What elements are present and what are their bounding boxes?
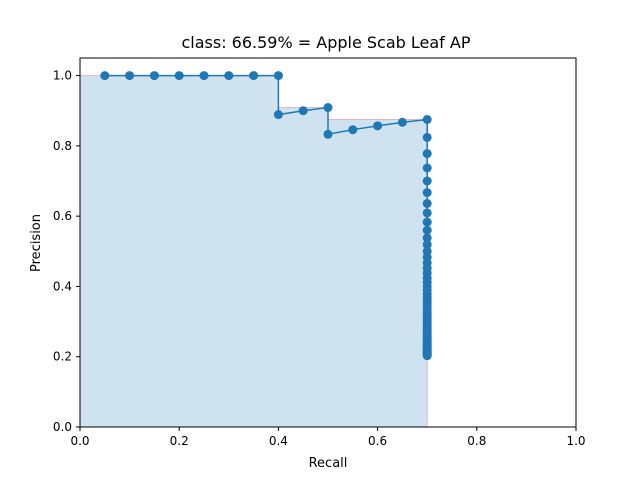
y-axis-ticks: 0.0 0.2 0.4 0.6 0.8 1.0 bbox=[53, 69, 80, 434]
data-point bbox=[397, 117, 407, 127]
x-tick-label: 0.2 bbox=[170, 434, 189, 448]
x-tick-label: 0.6 bbox=[368, 434, 387, 448]
data-point bbox=[100, 71, 110, 81]
data-point bbox=[323, 103, 333, 113]
y-tick-label: 0.2 bbox=[53, 350, 72, 364]
data-point bbox=[422, 225, 432, 235]
data-point bbox=[323, 129, 333, 139]
y-axis-label: Precision bbox=[29, 214, 44, 272]
y-tick-label: 0.6 bbox=[53, 209, 72, 223]
data-point bbox=[348, 125, 358, 135]
data-point bbox=[199, 71, 209, 81]
data-point bbox=[422, 132, 432, 142]
data-point bbox=[422, 233, 432, 243]
data-point bbox=[422, 240, 432, 250]
data-point bbox=[422, 115, 432, 124]
x-tick-label: 0.0 bbox=[70, 434, 89, 448]
data-point bbox=[422, 176, 432, 186]
data-point bbox=[249, 71, 259, 81]
x-tick-label: 1.0 bbox=[566, 434, 585, 448]
data-point bbox=[422, 217, 432, 227]
y-tick-label: 0.0 bbox=[53, 420, 72, 434]
data-point bbox=[422, 149, 432, 159]
data-point bbox=[174, 71, 184, 81]
ap-area-fill bbox=[80, 75, 428, 428]
x-tick-label: 0.8 bbox=[467, 434, 486, 448]
chart-title: class: 66.59% = Apple Scab Leaf AP bbox=[181, 33, 470, 52]
x-axis-label: Recall bbox=[309, 456, 348, 471]
data-point bbox=[422, 351, 432, 361]
data-point bbox=[273, 110, 283, 120]
y-tick-label: 1.0 bbox=[53, 69, 72, 83]
data-point bbox=[422, 163, 432, 173]
data-point bbox=[125, 71, 135, 81]
data-point bbox=[422, 188, 432, 198]
data-point bbox=[422, 208, 432, 218]
y-tick-label: 0.8 bbox=[53, 139, 72, 153]
data-point bbox=[422, 198, 432, 208]
x-tick-label: 0.4 bbox=[269, 434, 288, 448]
y-tick-label: 0.4 bbox=[53, 279, 72, 293]
data-point bbox=[373, 121, 383, 131]
data-point bbox=[149, 71, 159, 81]
x-axis-ticks: 0.0 0.2 0.4 0.6 0.8 1.0 bbox=[70, 427, 586, 448]
data-point bbox=[224, 71, 234, 81]
axes-frame bbox=[79, 57, 577, 428]
data-point bbox=[273, 71, 283, 81]
plot-area bbox=[80, 71, 432, 428]
data-point bbox=[298, 106, 308, 116]
data-markers bbox=[100, 71, 432, 361]
